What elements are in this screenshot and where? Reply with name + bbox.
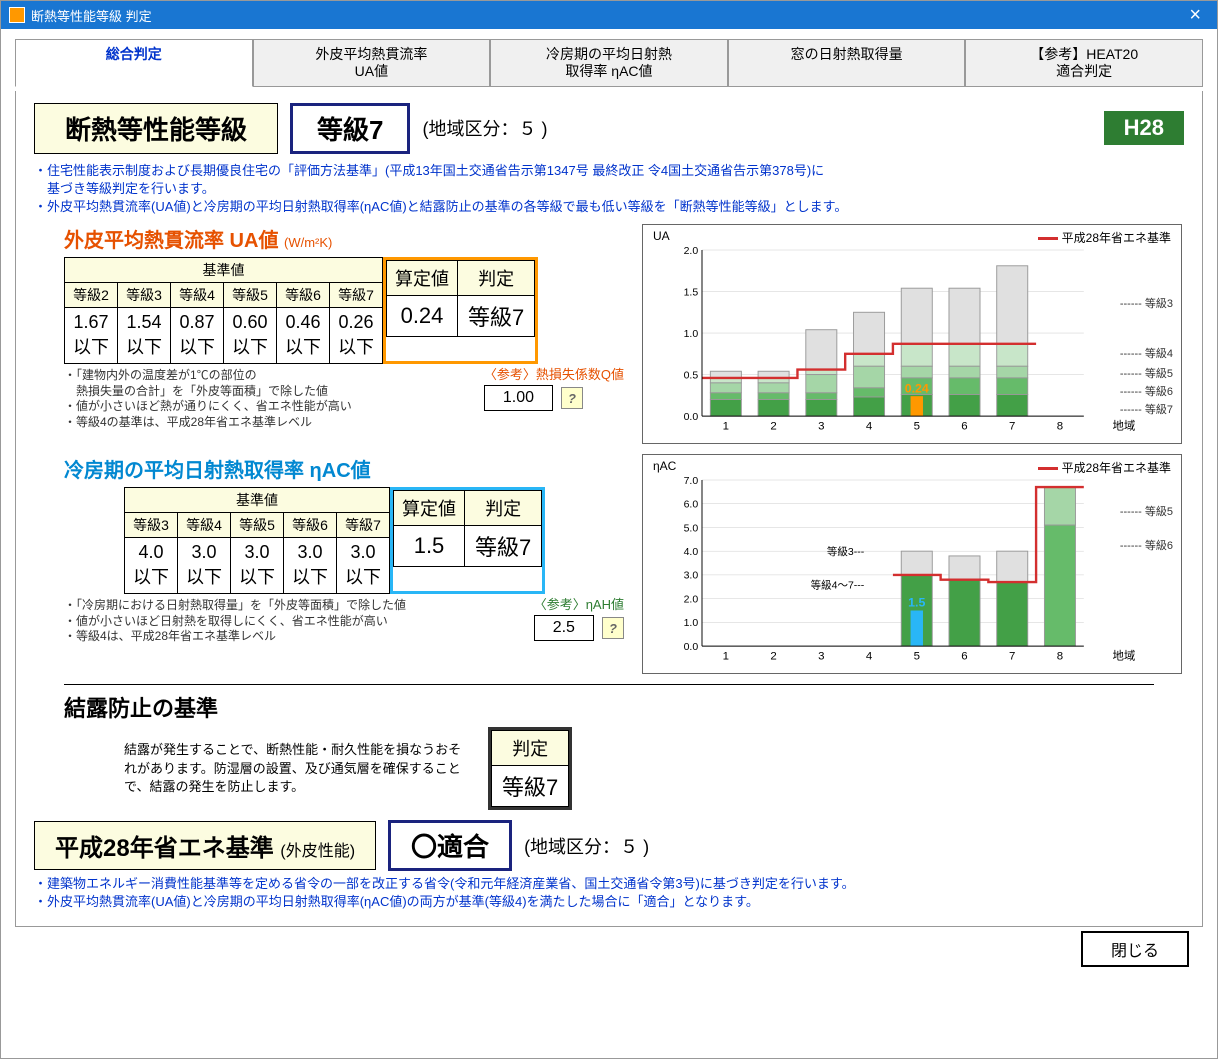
svg-text:3: 3 xyxy=(818,421,824,433)
svg-text:等級4～7---: 等級4～7--- xyxy=(811,578,865,591)
svg-text:等級3---: 等級3--- xyxy=(827,545,865,558)
tab-window[interactable]: 窓の日射熱取得量 xyxy=(728,39,966,86)
ketsuro-title: 結露防止の基準 xyxy=(64,691,1184,723)
ua-notes: ・「建物内外の温度差が1℃の部位の 熱損失量の合計」を「外皮等面積」で除した値 … xyxy=(64,368,474,430)
svg-text:4.0: 4.0 xyxy=(684,546,699,558)
app-window: 断熱等性能等級 判定 × 総合判定 外皮平均熱貫流率 UA値 冷房期の平均日射熱… xyxy=(0,0,1218,1059)
close-icon[interactable]: × xyxy=(1181,4,1209,27)
svg-text:6: 6 xyxy=(961,651,967,663)
header-row: 断熱等性能等級 等級7 (地域区分：５ ) H28 xyxy=(34,103,1184,154)
svg-text:5: 5 xyxy=(914,651,920,663)
svg-text:地域: 地域 xyxy=(1112,420,1135,433)
svg-text:6.0: 6.0 xyxy=(684,499,699,511)
footer: 閉じる xyxy=(15,927,1203,971)
svg-text:7: 7 xyxy=(1009,421,1015,433)
divider xyxy=(64,684,1154,685)
ua-section: 外皮平均熱貫流率 UA値 (W/m²K) 基準値 等級2等級3等級4等級5等級6… xyxy=(64,224,1184,444)
eta-calc-table: 算定値判定 1.5等級7 xyxy=(393,490,542,567)
h28-result: 〇適合 xyxy=(388,820,512,871)
svg-text:3: 3 xyxy=(818,651,824,663)
ketsuro-judge: 等級7 xyxy=(492,766,569,807)
svg-text:2.0: 2.0 xyxy=(684,594,699,606)
note-top: ・住宅性能表示制度および長期優良住宅の「評価方法基準」(平成13年国土交通省告示… xyxy=(34,162,1184,217)
tab-strip: 総合判定 外皮平均熱貫流率 UA値 冷房期の平均日射熱 取得率 ηAC値 窓の日… xyxy=(15,39,1203,87)
svg-text:1.0: 1.0 xyxy=(684,617,699,629)
h28-badge: H28 xyxy=(1104,111,1184,145)
titlebar: 断熱等性能等級 判定 × xyxy=(1,1,1217,29)
ketsuro-section: 結露防止の基準 結露が発生することで、断熱性能・耐久性能を損なうおそれがあります… xyxy=(64,691,1184,810)
eta-section: 冷房期の平均日射熱取得率 ηAC値 基準値 等級3等級4等級5等級6等級7 4.… xyxy=(64,454,1184,674)
svg-text:5.0: 5.0 xyxy=(684,522,699,534)
svg-text:8: 8 xyxy=(1057,421,1063,433)
svg-text:地域: 地域 xyxy=(1112,650,1135,663)
svg-text:7: 7 xyxy=(1009,651,1015,663)
tab-overall[interactable]: 総合判定 xyxy=(15,39,253,87)
svg-text:1.0: 1.0 xyxy=(684,328,699,340)
content-area: 総合判定 外皮平均熱貫流率 UA値 冷房期の平均日射熱 取得率 ηAC値 窓の日… xyxy=(1,29,1217,981)
svg-text:1: 1 xyxy=(723,421,729,433)
eta-notes: ・「冷房期における日射熱取得量」を「外皮等面積」で除した値 ・値が小さいほど日射… xyxy=(64,598,524,645)
ua-calc-table: 算定値判定 0.24等級7 xyxy=(386,260,535,337)
ua-ref-value: 1.00 xyxy=(484,385,553,411)
ketsuro-text: 結露が発生することで、断熱性能・耐久性能を損なうおそれがあります。防湿層の設置、… xyxy=(124,741,464,796)
ua-ref-label: 〈参考〉熱損失係数Q値 xyxy=(484,364,624,383)
h28-title: 平成28年省エネ基準 (外皮性能) xyxy=(34,821,376,870)
close-button[interactable]: 閉じる xyxy=(1081,931,1189,967)
eta-judge: 等級7 xyxy=(465,526,542,567)
ua-std-table: 基準値 等級2等級3等級4等級5等級6等級7 1.67 以下1.54 以下0.8… xyxy=(64,257,383,364)
ua-chart: UA 平成28年省エネ基準 0.00.51.01.52.0123456780.2… xyxy=(642,224,1182,444)
help-button-2[interactable]: ? xyxy=(602,617,624,639)
svg-text:7.0: 7.0 xyxy=(684,475,699,487)
svg-text:1.5: 1.5 xyxy=(684,286,699,298)
svg-text:6: 6 xyxy=(961,421,967,433)
ua-judge: 等級7 xyxy=(458,296,535,337)
ketsuro-table: 判定 等級7 xyxy=(491,730,569,807)
help-button[interactable]: ? xyxy=(561,387,583,409)
svg-text:4: 4 xyxy=(866,651,873,663)
tab-ua[interactable]: 外皮平均熱貫流率 UA値 xyxy=(253,39,491,86)
svg-text:8: 8 xyxy=(1057,651,1063,663)
svg-text:0.5: 0.5 xyxy=(684,370,699,382)
grade-value: 等級7 xyxy=(290,103,410,154)
svg-text:2: 2 xyxy=(770,651,776,663)
eta-ref-value: 2.5 xyxy=(534,615,594,641)
region-text: (地域区分：５ ) xyxy=(422,115,547,141)
ua-calc-value: 0.24 xyxy=(387,296,458,337)
tab-heat20[interactable]: 【参考】HEAT20 適合判定 xyxy=(965,39,1203,86)
note-bottom: ・建築物エネルギー消費性能基準等を定める省令の一部を改正する省令(令和元年経済産… xyxy=(34,875,1184,911)
svg-text:4: 4 xyxy=(866,421,873,433)
main-panel: 断熱等性能等級 等級7 (地域区分：５ ) H28 ・住宅性能表示制度および長期… xyxy=(15,91,1203,927)
svg-text:1: 1 xyxy=(723,651,729,663)
svg-text:0.0: 0.0 xyxy=(684,641,699,653)
app-icon xyxy=(9,7,25,23)
svg-text:2.0: 2.0 xyxy=(684,245,699,257)
svg-text:0.24: 0.24 xyxy=(905,381,929,395)
eta-chart: ηAC 平成28年省エネ基準 0.01.02.03.04.05.06.07.01… xyxy=(642,454,1182,674)
svg-text:0.0: 0.0 xyxy=(684,411,699,423)
svg-text:5: 5 xyxy=(914,421,920,433)
eta-title: 冷房期の平均日射熱取得率 ηAC値 xyxy=(64,454,624,483)
eta-std-table: 基準値 等級3等級4等級5等級6等級7 4.0 以下3.0 以下3.0 以下3.… xyxy=(124,487,390,594)
h28-row: 平成28年省エネ基準 (外皮性能) 〇適合 (地域区分：５ ) xyxy=(34,820,1184,871)
window-title: 断熱等性能等級 判定 xyxy=(31,6,1181,25)
tab-eta[interactable]: 冷房期の平均日射熱 取得率 ηAC値 xyxy=(490,39,728,86)
grade-title: 断熱等性能等級 xyxy=(34,103,278,154)
ua-title: 外皮平均熱貫流率 UA値 (W/m²K) xyxy=(64,224,624,253)
svg-text:2: 2 xyxy=(770,421,776,433)
eta-calc-value: 1.5 xyxy=(394,526,465,567)
h28-region: (地域区分：５ ) xyxy=(524,833,649,859)
eta-ref-label: 〈参考〉ηAH値 xyxy=(534,594,624,613)
svg-text:3.0: 3.0 xyxy=(684,570,699,582)
svg-text:1.5: 1.5 xyxy=(908,596,925,610)
